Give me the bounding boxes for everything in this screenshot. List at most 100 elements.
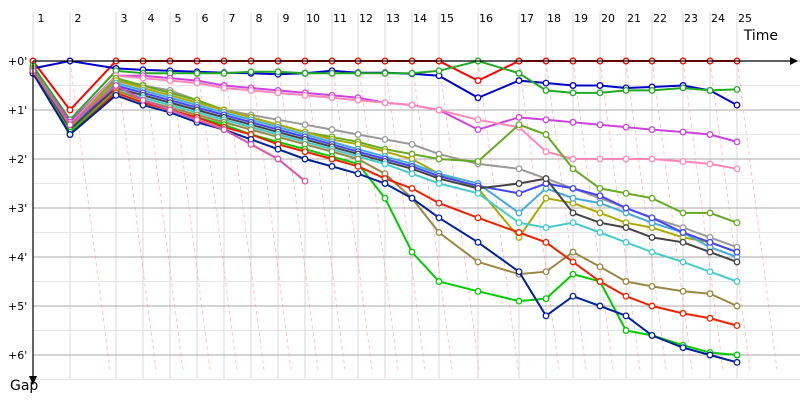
y-tick-label: +3'	[8, 202, 27, 215]
data-point	[381, 69, 389, 77]
data-point	[435, 67, 443, 75]
data-point	[733, 322, 741, 330]
y-tick-label: +5'	[8, 300, 27, 313]
y-tick-label: +2'	[8, 153, 27, 166]
data-point	[569, 248, 577, 256]
data-point	[542, 175, 550, 183]
data-point	[542, 295, 550, 303]
data-point	[569, 270, 577, 278]
data-point	[354, 162, 362, 170]
data-point	[679, 157, 687, 165]
data-point	[648, 126, 656, 134]
data-point	[515, 297, 523, 305]
data-point	[679, 309, 687, 317]
data-point	[474, 287, 482, 295]
data-point	[247, 140, 255, 148]
data-point	[679, 287, 687, 295]
data-point	[596, 209, 604, 217]
data-point	[381, 194, 389, 202]
data-point	[328, 162, 336, 170]
data-point	[328, 69, 336, 77]
x-tick-label: 24	[711, 12, 725, 25]
data-point	[515, 268, 523, 276]
data-point	[706, 314, 714, 322]
data-point	[648, 214, 656, 222]
data-point	[220, 126, 228, 134]
tick-labels: 1 2 3 4 5 6 7 8 9 10 11 12 13 14 15 16 17 18 19 20 21 22 23 24 2…	[8, 12, 752, 362]
data-point	[648, 233, 656, 241]
data-point	[139, 96, 147, 104]
data-point	[622, 312, 630, 320]
data-point	[435, 199, 443, 207]
data-point	[112, 82, 120, 89]
data-point	[408, 101, 416, 109]
data-point	[706, 238, 714, 246]
y-tick-label: +1'	[8, 104, 27, 117]
data-point	[733, 138, 741, 146]
x-tick-label: 6	[202, 12, 209, 25]
data-point	[274, 68, 282, 76]
x-tick-label: 3	[121, 12, 128, 25]
lapped-guide	[518, 60, 560, 370]
data-point	[569, 194, 577, 202]
data-point	[515, 165, 523, 173]
data-point	[435, 214, 443, 222]
data-point	[515, 209, 523, 217]
x-tick-label: 2	[75, 12, 82, 25]
data-point	[274, 155, 282, 163]
data-point	[435, 180, 443, 187]
lapped-guide	[115, 60, 157, 370]
data-point	[474, 94, 482, 102]
data-point	[301, 177, 309, 185]
lapped-guide	[545, 60, 587, 370]
y-axis-arrow	[29, 376, 37, 385]
data-point	[193, 69, 201, 77]
x-tick-label: 25	[738, 12, 752, 25]
data-point	[622, 204, 630, 212]
data-point	[596, 199, 604, 207]
data-point	[679, 84, 687, 92]
data-point	[515, 121, 523, 129]
x-tick-label: 20	[601, 12, 615, 25]
data-point	[622, 224, 630, 232]
data-point	[166, 77, 174, 85]
data-point	[733, 165, 741, 173]
data-point	[569, 219, 577, 227]
x-axis-title: Time	[743, 28, 778, 44]
lapped-guide	[477, 60, 519, 370]
data-point	[542, 79, 550, 87]
lapped-guide	[384, 60, 426, 370]
data-point	[679, 209, 687, 217]
data-point	[622, 238, 630, 246]
data-point	[733, 358, 741, 366]
data-point	[328, 126, 336, 134]
x-axis-arrow	[790, 57, 798, 65]
data-point	[569, 89, 577, 97]
y-tick-label: +4'	[8, 251, 27, 264]
data-point	[596, 155, 604, 163]
data-point	[569, 184, 577, 192]
lapped-guide	[331, 60, 373, 370]
data-point	[408, 248, 416, 256]
data-point	[301, 69, 309, 77]
data-point	[381, 160, 389, 168]
data-point	[622, 86, 630, 94]
data-point	[435, 229, 443, 236]
data-point	[569, 118, 577, 126]
data-point	[648, 331, 656, 339]
data-point	[542, 86, 550, 94]
x-tick-label: 14	[413, 12, 427, 25]
data-point	[542, 312, 550, 320]
data-point	[706, 268, 714, 276]
x-tick-label: 5	[175, 12, 182, 25]
data-point	[596, 89, 604, 97]
data-point	[435, 278, 443, 285]
data-point	[622, 292, 630, 300]
data-point	[515, 113, 523, 121]
data-point	[328, 94, 336, 102]
data-point	[542, 131, 550, 138]
lapped-guide	[250, 60, 292, 370]
data-point	[569, 292, 577, 300]
lapped-guide	[709, 60, 751, 370]
x-tick-label: 1	[38, 12, 45, 25]
